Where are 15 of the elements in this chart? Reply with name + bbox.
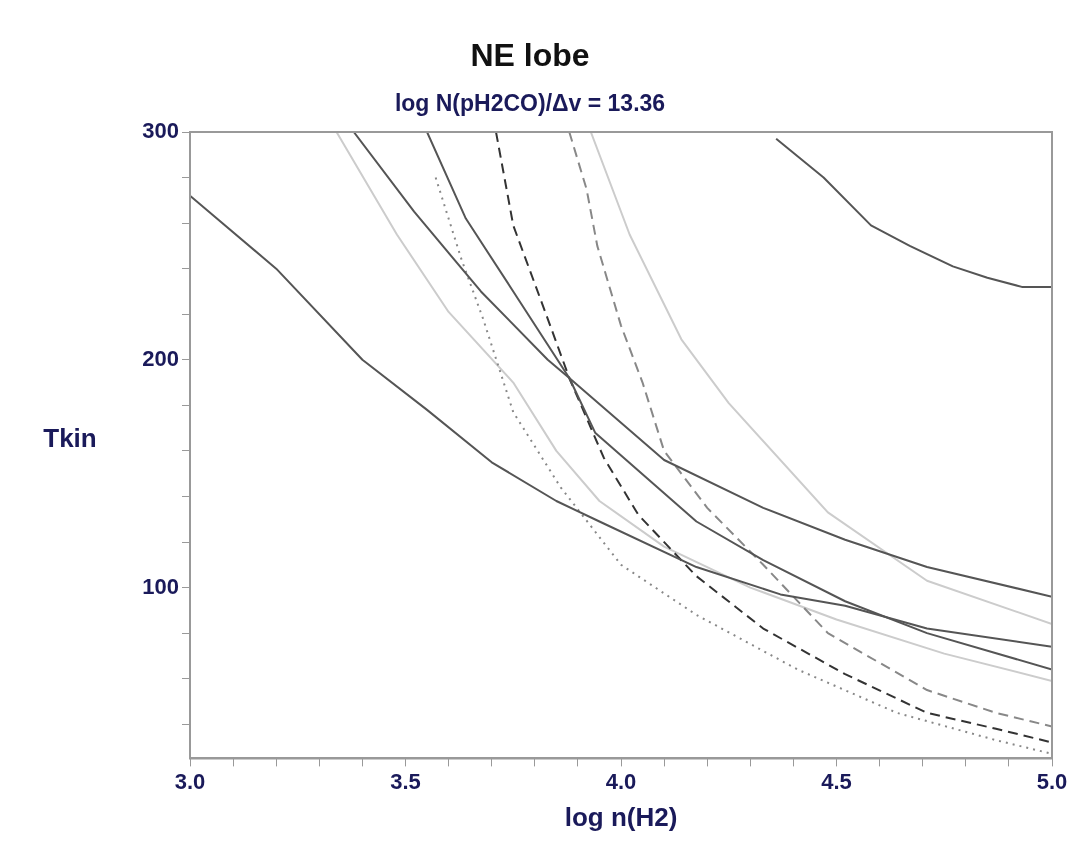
y-tick-label: 200 <box>142 345 179 371</box>
x-tick-label: 4.0 <box>605 768 637 794</box>
y-axis-title: Tkin <box>43 423 97 454</box>
line-series <box>495 132 1052 744</box>
line-series <box>434 176 1052 755</box>
x-tick-label: 3.0 <box>174 768 206 794</box>
x-tick-label: 5.0 <box>1036 768 1068 794</box>
y-tick-label: 100 <box>142 573 179 599</box>
chart-subtitle: log N(pH2CO)/Δv = 13.36 <box>394 89 666 116</box>
y-tick-label: 300 <box>142 118 179 144</box>
x-tick-label: 4.5 <box>821 768 852 794</box>
x-tick-label: 3.5 <box>390 768 421 794</box>
x-axis-title: log n(H2) <box>564 801 678 832</box>
chart-title: NE lobe <box>470 37 590 74</box>
line-series <box>568 132 1052 728</box>
